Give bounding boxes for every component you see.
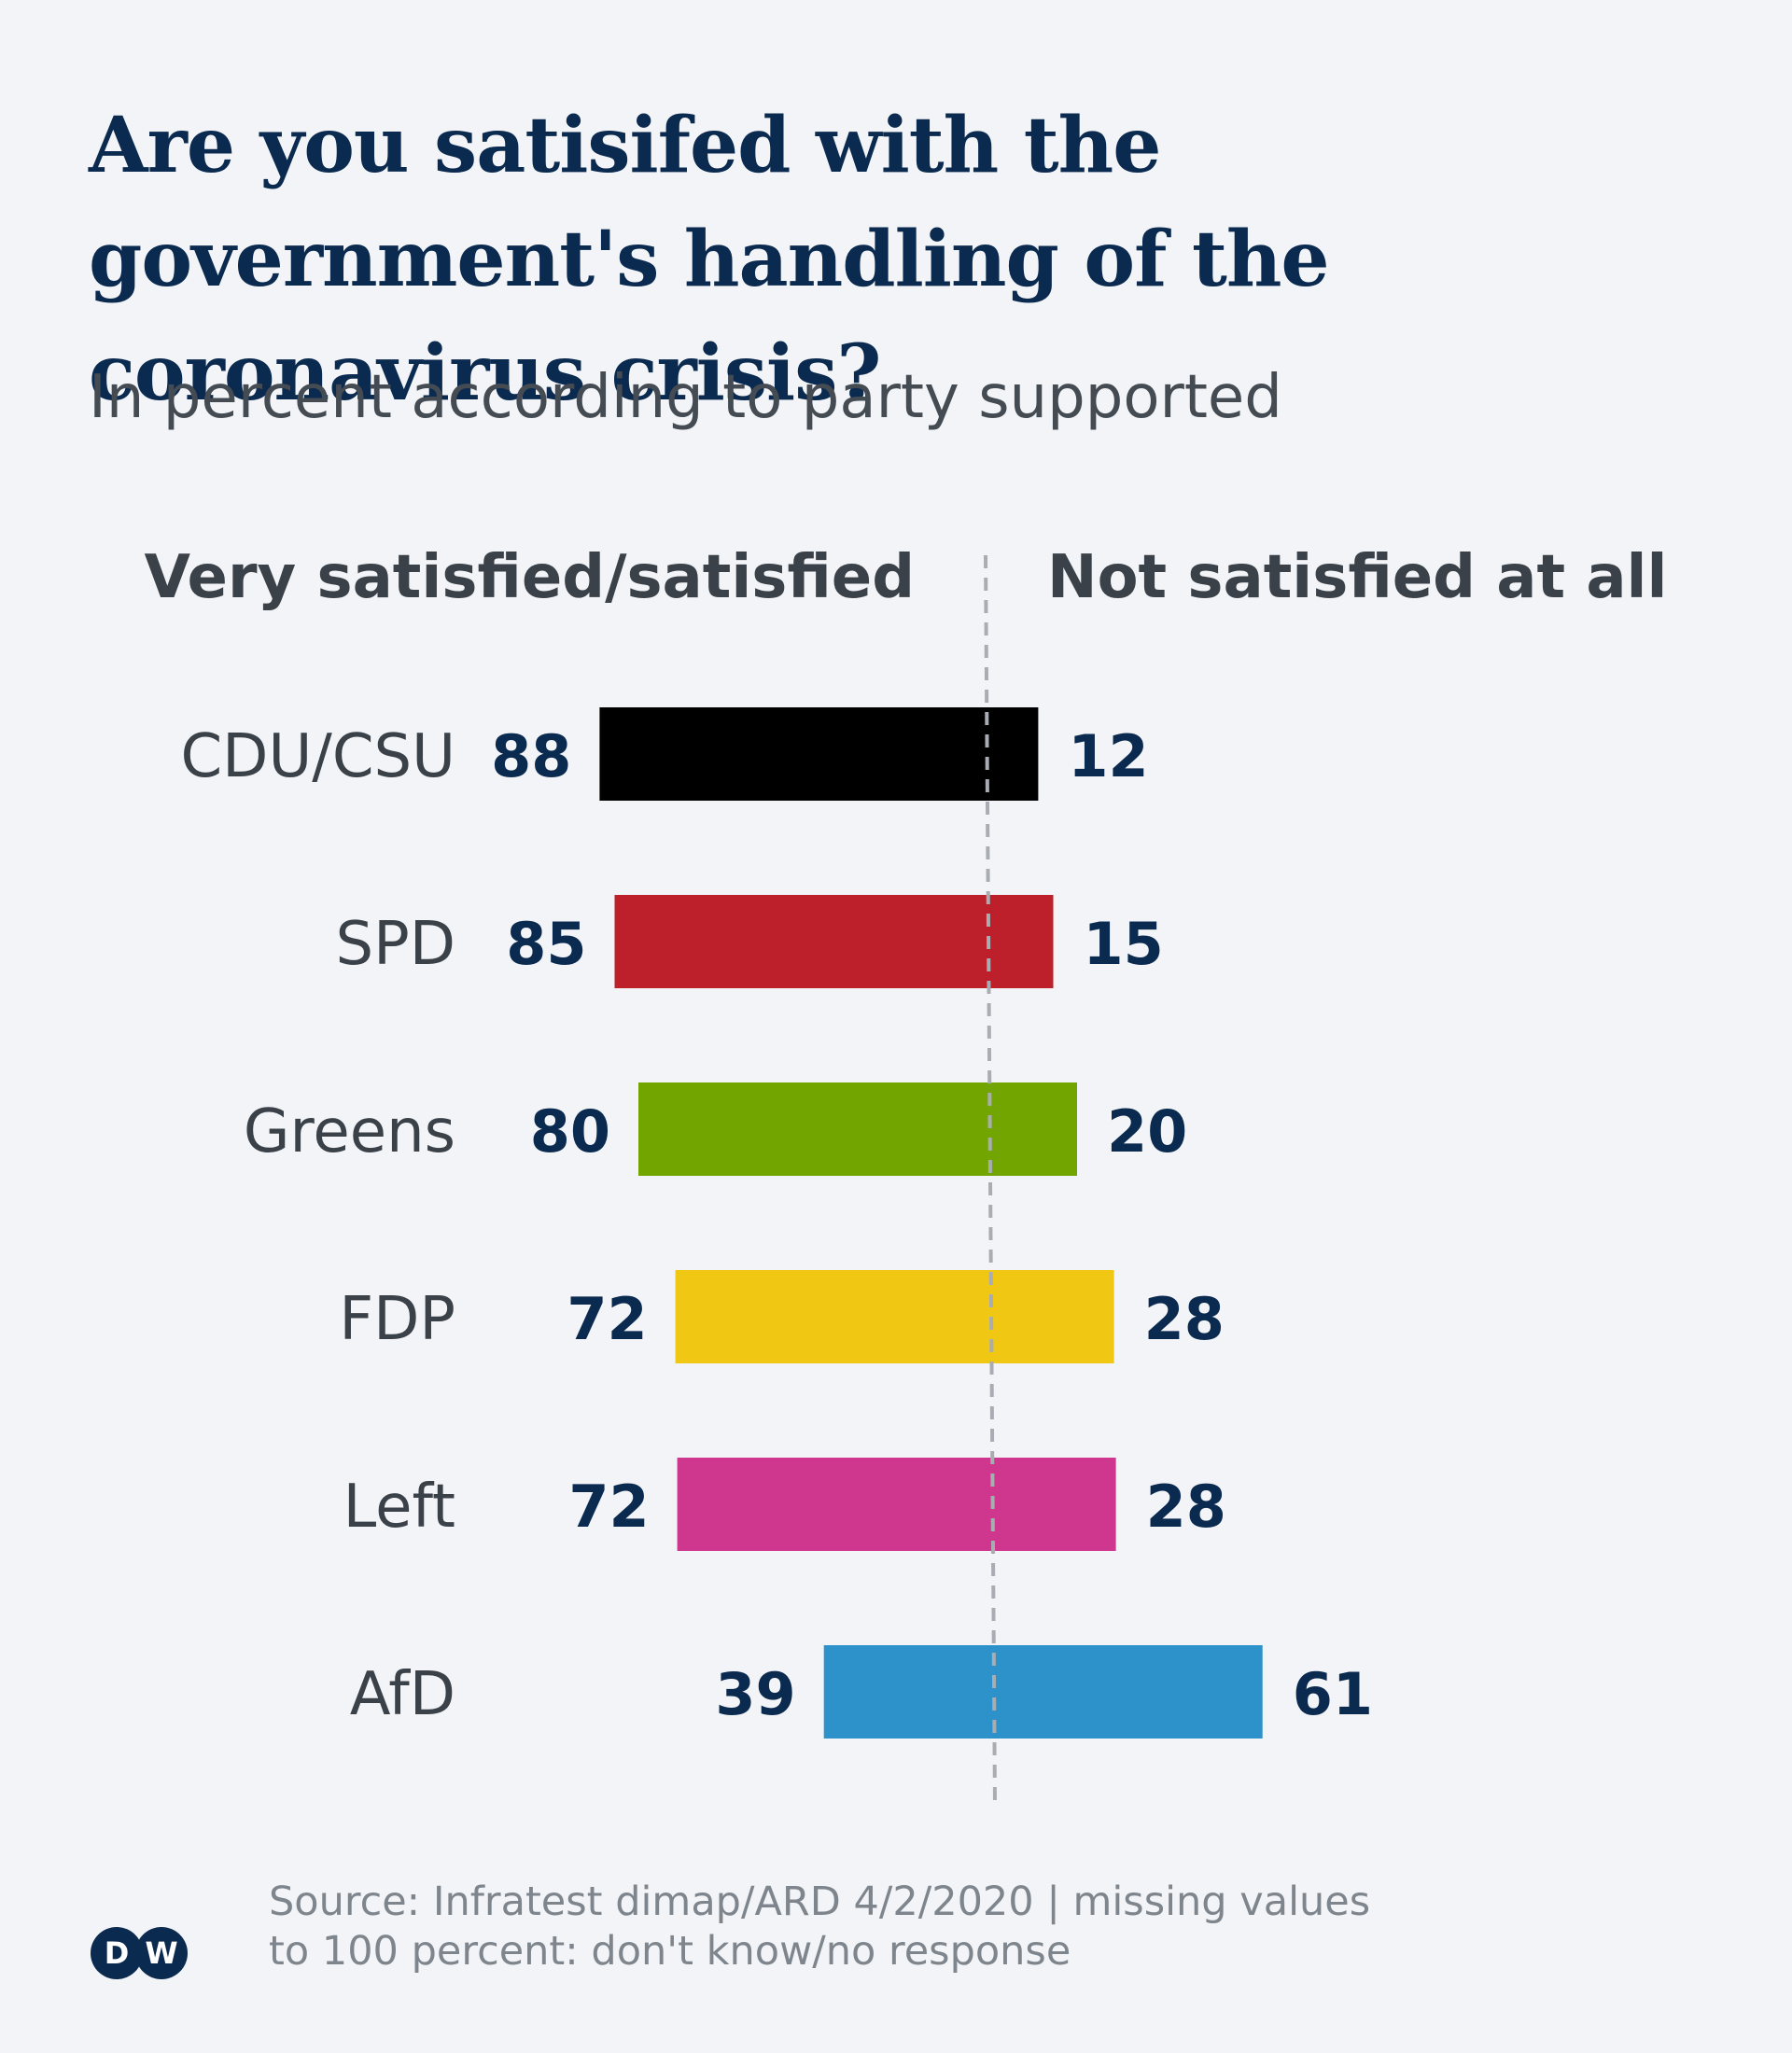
bar-not-satisfied-fdp	[991, 1270, 1114, 1363]
value-satisfied-cdu-csu: 88	[491, 722, 571, 790]
category-label-spd: SPD	[336, 910, 456, 979]
category-label-left: Left	[343, 1473, 455, 1542]
category-label-fdp: FDP	[339, 1285, 455, 1354]
value-satisfied-left: 72	[568, 1473, 649, 1541]
value-not-satisfied-afd: 61	[1293, 1660, 1373, 1728]
category-label-greens: Greens	[244, 1097, 455, 1166]
center-dashed-line	[984, 554, 997, 1804]
bar-not-satisfied-afd	[995, 1645, 1263, 1739]
value-not-satisfied-cdu-csu: 12	[1068, 722, 1148, 790]
value-not-satisfied-spd: 15	[1084, 910, 1164, 978]
value-satisfied-fdp: 72	[567, 1285, 647, 1353]
left-column-header: Very satisfied/satisfied	[145, 543, 916, 612]
source-line-2: to 100 percent: don't know/no response	[269, 1928, 1071, 1975]
svg-text:W: W	[145, 1935, 177, 1971]
svg-text:D: D	[105, 1935, 130, 1971]
value-not-satisfied-left: 28	[1146, 1473, 1226, 1541]
right-column-header: Not satisfied at all	[1047, 543, 1667, 612]
value-satisfied-greens: 80	[530, 1097, 610, 1166]
bar-satisfied-cdu-csu	[599, 707, 986, 801]
value-not-satisfied-fdp: 28	[1144, 1285, 1225, 1353]
bar-satisfied-afd	[823, 1645, 995, 1739]
chart-title: Are you satisifed with the government's …	[89, 101, 1330, 418]
source-line-1: Source: Infratest dimap/ARD 4/2/2020 | m…	[269, 1878, 1371, 1925]
bar-not-satisfied-greens	[989, 1082, 1077, 1176]
bar-satisfied-left	[677, 1458, 993, 1551]
chart-subtitle: In percent according to party supported	[89, 363, 1282, 432]
value-satisfied-afd: 39	[715, 1660, 795, 1728]
value-satisfied-spd: 85	[506, 910, 586, 978]
bar-not-satisfied-spd	[987, 895, 1054, 988]
bar-satisfied-greens	[638, 1082, 989, 1176]
bar-group: CDU/CSU 88 12 SPD 85 15 Greens 80 20 FDP 72 28 Left 7…	[180, 707, 1373, 1739]
dw-logo-icon: D W	[91, 1927, 188, 1979]
category-label-cdu-csu: CDU/CSU	[180, 722, 455, 791]
value-not-satisfied-greens: 20	[1107, 1097, 1187, 1166]
diverging-bar-chart: Very satisfied/satisfied Not satisfied a…	[145, 543, 1667, 1804]
bar-not-satisfied-left	[993, 1458, 1116, 1551]
bar-satisfied-spd	[614, 895, 987, 988]
source-note: Source: Infratest dimap/ARD 4/2/2020 | m…	[269, 1878, 1725, 1976]
category-label-afd: AfD	[350, 1660, 455, 1729]
bar-satisfied-fdp	[675, 1270, 991, 1363]
bar-not-satisfied-cdu-csu	[986, 707, 1039, 801]
